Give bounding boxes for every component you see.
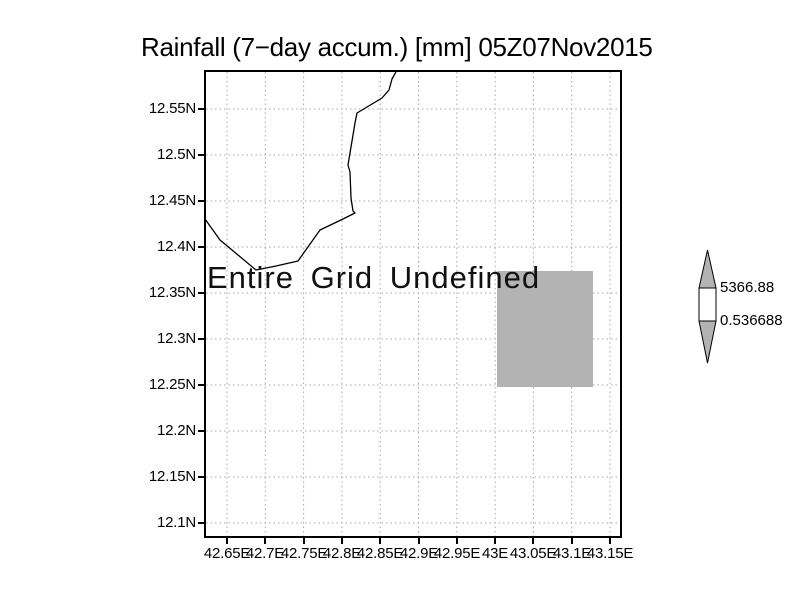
y-tick-mark (198, 200, 204, 202)
map-frame (204, 70, 622, 538)
map-graphics (204, 70, 622, 538)
y-tick-mark (198, 384, 204, 386)
y-tick-label: 12.45N (148, 192, 196, 209)
x-tick-label: 42.95E (433, 545, 481, 562)
x-tick-label: 43.05E (509, 545, 557, 562)
y-tick-mark (198, 338, 204, 340)
y-tick-mark (198, 292, 204, 294)
map-plot-area: Entire Grid Undefined (204, 70, 622, 538)
x-tick-label: 42.8E (322, 545, 362, 562)
x-tick-mark (379, 538, 381, 544)
y-tick-label: 12.25N (148, 376, 196, 393)
x-tick-label: 43.1E (552, 545, 592, 562)
y-tick-mark (198, 246, 204, 248)
y-tick-mark (198, 476, 204, 478)
y-tick-label: 12.2N (156, 422, 196, 439)
y-tick-label: 12.55N (148, 100, 196, 117)
x-tick-label: 42.75E (280, 545, 328, 562)
x-tick-label: 42.7E (245, 545, 285, 562)
x-tick-mark (303, 538, 305, 544)
plot-title: Rainfall (7−day accum.) [mm] 05Z07Nov201… (141, 32, 653, 62)
x-tick-mark (226, 538, 228, 544)
y-tick-mark (198, 154, 204, 156)
colorbar-min-label: 0.536688 (720, 312, 783, 329)
x-tick-mark (609, 538, 611, 544)
shaded-region (497, 271, 593, 387)
colorbar-mid-segment (698, 287, 717, 322)
x-tick-label: 43.15E (586, 545, 634, 562)
coastline (204, 70, 398, 271)
colorbar-max-label: 5366.88 (720, 279, 775, 296)
x-tick-label: 42.65E (203, 545, 251, 562)
colorbar-upper-arrow (698, 249, 717, 289)
x-tick-mark (341, 538, 343, 544)
y-tick-label: 12.1N (156, 514, 196, 531)
x-tick-mark (532, 538, 534, 544)
x-tick-mark (418, 538, 420, 544)
x-tick-label: 43E (481, 545, 509, 562)
x-tick-mark (571, 538, 573, 544)
y-tick-mark (198, 108, 204, 110)
y-tick-label: 12.4N (156, 238, 196, 255)
x-tick-label: 42.9E (399, 545, 439, 562)
undefined-grid-message: Entire Grid Undefined (207, 260, 541, 295)
y-tick-mark (198, 430, 204, 432)
x-tick-mark (494, 538, 496, 544)
x-tick-mark (264, 538, 266, 544)
y-tick-label: 12.3N (156, 330, 196, 347)
colorbar-lower-arrow (698, 320, 717, 364)
y-tick-label: 12.15N (148, 468, 196, 485)
y-tick-mark (198, 522, 204, 524)
y-tick-label: 12.35N (148, 284, 196, 301)
x-tick-mark (456, 538, 458, 544)
x-tick-label: 42.85E (356, 545, 404, 562)
colorbar (698, 249, 717, 364)
y-tick-label: 12.5N (156, 146, 196, 163)
